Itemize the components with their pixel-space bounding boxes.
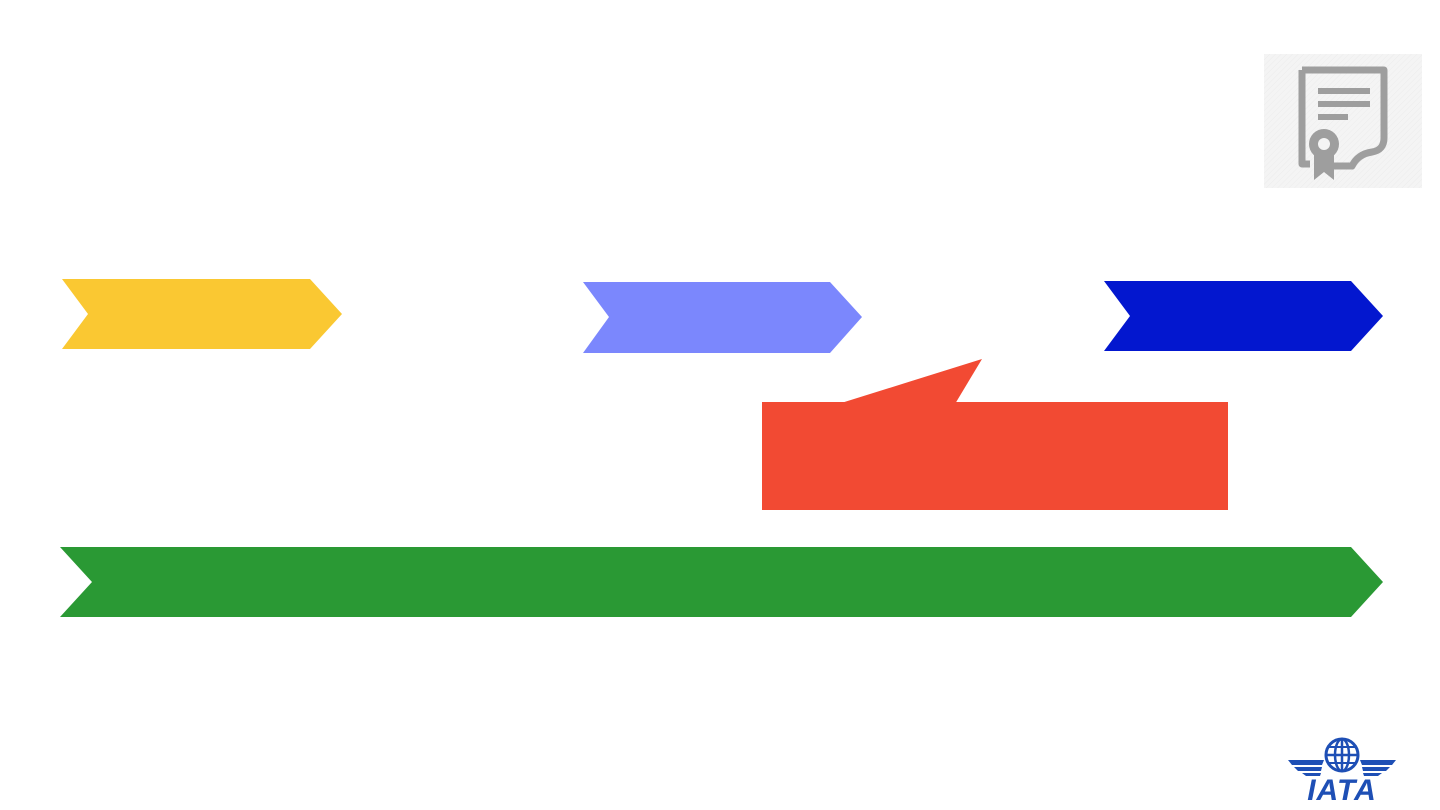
- stage-1-arrow: [62, 279, 342, 349]
- certificate-icon: [1264, 54, 1422, 188]
- callout-pointer: [838, 359, 982, 404]
- stage-2-arrow: [583, 282, 862, 353]
- callout-body: [762, 402, 1228, 510]
- iata-logo: [1284, 736, 1400, 810]
- certificate-icon-box: [1264, 54, 1422, 188]
- globe-wings-icon: [1288, 737, 1396, 776]
- iata-logo-text: IATA: [1307, 774, 1377, 807]
- stage-3-arrow: [1104, 281, 1383, 351]
- timeline-arrow: [60, 547, 1383, 617]
- callout-box: [762, 359, 1228, 510]
